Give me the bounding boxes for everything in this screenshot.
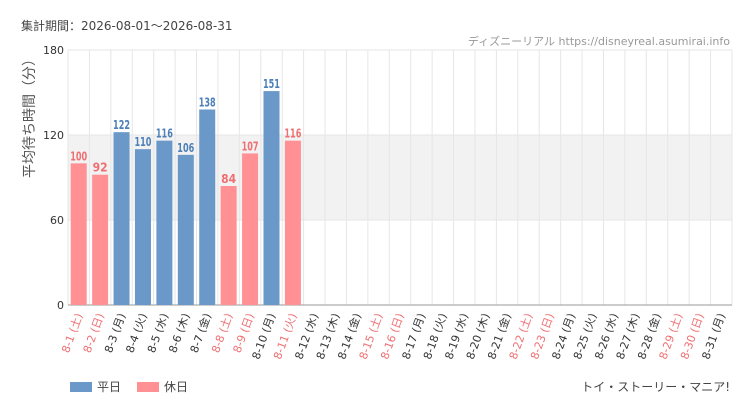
bar bbox=[263, 91, 280, 305]
legend: 平日 休日 bbox=[70, 378, 204, 395]
bar bbox=[177, 154, 194, 305]
y-tick-label: 0 bbox=[57, 299, 64, 312]
bar bbox=[284, 140, 301, 305]
data-label: 116 bbox=[284, 127, 301, 141]
data-label: 110 bbox=[134, 135, 151, 149]
bar bbox=[134, 149, 151, 305]
data-label: 151 bbox=[263, 77, 280, 91]
legend-label-weekday: 平日 bbox=[97, 380, 122, 394]
bar bbox=[199, 109, 216, 305]
y-tick-label: 60 bbox=[50, 214, 64, 227]
data-label: 122 bbox=[113, 118, 130, 132]
bar bbox=[70, 163, 87, 305]
bar bbox=[242, 153, 259, 305]
data-label: 92 bbox=[93, 161, 108, 175]
data-label: 116 bbox=[156, 127, 173, 141]
bar bbox=[220, 186, 237, 305]
y-tick-label: 180 bbox=[43, 44, 64, 57]
data-label: 107 bbox=[242, 139, 259, 153]
legend-swatch-holiday bbox=[137, 381, 160, 392]
bar bbox=[113, 132, 130, 305]
source-credit: ディズニーリアル https://disneyreal.asumirai.inf… bbox=[467, 35, 730, 48]
data-label: 84 bbox=[221, 172, 237, 186]
period-label: 集計期間：2026-08-01～2026-08-31 bbox=[21, 19, 233, 33]
bar bbox=[92, 174, 109, 305]
legend-label-holiday: 休日 bbox=[164, 380, 189, 394]
legend-item-holiday: 休日 bbox=[137, 378, 188, 395]
y-tick-label: 120 bbox=[43, 129, 64, 142]
attraction-name: トイ・ストーリー・マニア! bbox=[581, 380, 730, 394]
bar bbox=[156, 140, 173, 305]
data-label: 138 bbox=[199, 96, 216, 110]
data-label: 106 bbox=[177, 141, 194, 155]
legend-item-weekday: 平日 bbox=[70, 378, 121, 395]
legend-swatch-weekday bbox=[70, 381, 92, 392]
data-label: 100 bbox=[70, 149, 87, 163]
